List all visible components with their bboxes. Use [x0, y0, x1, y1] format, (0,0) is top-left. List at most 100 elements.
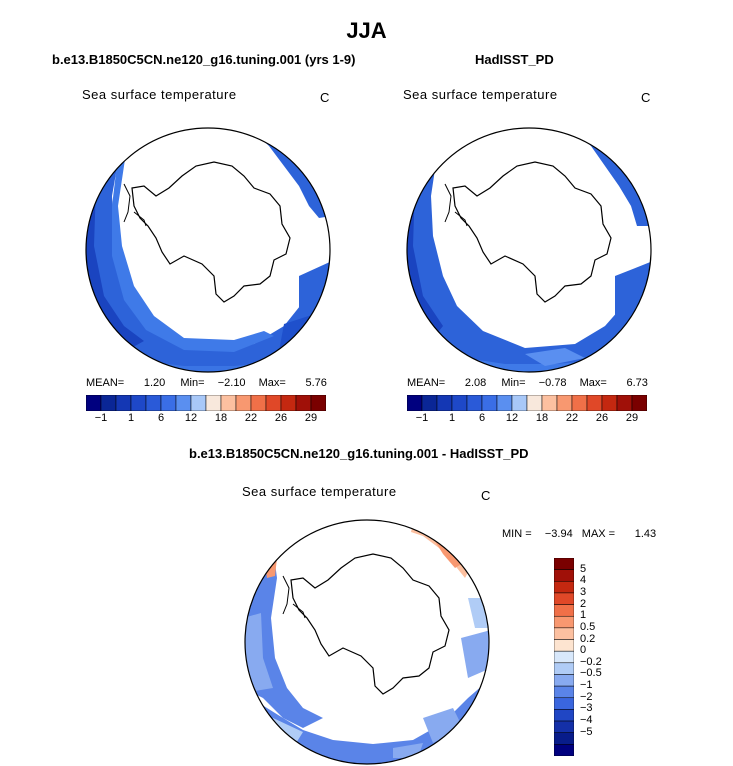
colorbar-swatch [571, 395, 588, 411]
colorbar-swatch [100, 395, 117, 411]
colorbar-swatch [526, 395, 543, 411]
colorbar-swatch [145, 395, 162, 411]
colorbar-swatch [586, 395, 603, 411]
colorbar-tick-label: −1 [580, 679, 593, 692]
colorbar-swatch [554, 732, 574, 745]
colorbar-swatch [250, 395, 267, 411]
colorbar-swatch [205, 395, 222, 411]
colorbar-swatch [554, 615, 574, 629]
colorbar-tick-label: 1 [580, 609, 587, 622]
colorbar-tick-label: 4 [580, 574, 587, 587]
colorbar-swatch [496, 395, 513, 411]
season-title: JJA [346, 18, 387, 43]
colorbar-tick-label: 18 [535, 412, 549, 424]
colorbar-tick-label: 29 [625, 412, 639, 424]
colorbar-tick-label: 0.2 [580, 632, 596, 645]
colorbar-swatch [541, 395, 558, 411]
colorbar-swatch [554, 674, 574, 687]
colorbar-swatch [554, 685, 574, 699]
colorbar-swatch [616, 395, 633, 411]
panel-1-stats: MEAN= 1.20 Min= −2.10 Max= 5.76 [86, 377, 327, 389]
colorbar-swatch [436, 395, 453, 411]
colorbar-tick-label: 26 [595, 412, 609, 424]
colorbar-swatch [421, 395, 438, 411]
colorbar-swatch [554, 569, 574, 582]
colorbar-tick-label: 6 [478, 412, 486, 424]
colorbar-swatch [115, 395, 132, 411]
panel-3-units: C [481, 488, 491, 503]
colorbar-tick-label: −0.2 [580, 655, 602, 668]
colorbar-tick-label: 0 [580, 644, 587, 657]
panel-2-map [406, 127, 652, 373]
panel-2-colorbar [407, 395, 647, 411]
colorbar-swatch [190, 395, 207, 411]
colorbar-swatch [220, 395, 237, 411]
colorbar-tick-label: 12 [184, 412, 198, 424]
panel-2-units: C [641, 90, 651, 105]
colorbar-tick-label: −1 [415, 412, 429, 424]
colorbar-swatch [451, 395, 468, 411]
colorbar-swatch [554, 744, 574, 756]
colorbar-swatch [86, 395, 102, 411]
colorbar-swatch [554, 627, 574, 640]
panel-1-map [85, 127, 331, 373]
colorbar-swatch [554, 709, 574, 722]
panel-1-title: b.e13.B1850C5CN.ne120_g16.tuning.001 (yr… [52, 52, 356, 67]
colorbar-swatch [554, 697, 574, 710]
colorbar-swatch [554, 639, 574, 652]
colorbar-swatch [265, 395, 282, 411]
colorbar-tick-label: 12 [505, 412, 519, 424]
colorbar-swatch [554, 662, 574, 675]
colorbar-tick-label: 5 [580, 562, 587, 575]
colorbar-swatch [280, 395, 297, 411]
colorbar-swatch [160, 395, 177, 411]
colorbar-tick-label: 2 [580, 597, 587, 610]
colorbar-swatch [554, 558, 574, 570]
colorbar-swatch [407, 395, 423, 411]
colorbar-tick-label: 0.5 [580, 620, 596, 633]
colorbar-tick-label: 22 [244, 412, 258, 424]
colorbar-tick-label: 1 [127, 412, 135, 424]
colorbar-tick-label: −2 [580, 690, 593, 703]
panel-3-title: b.e13.B1850C5CN.ne120_g16.tuning.001 - H… [189, 446, 529, 461]
panel-2-colorbar-ticks: −1 1 6 12 18 22 26 29 [407, 412, 647, 426]
colorbar-swatch [295, 395, 312, 411]
colorbar-tick-label: 6 [157, 412, 165, 424]
panel-1-variable: Sea surface temperature [82, 87, 237, 102]
panel-1-colorbar-ticks: −1 1 6 12 18 22 26 29 [86, 412, 326, 426]
colorbar-swatch [554, 592, 574, 605]
colorbar-swatch [481, 395, 498, 411]
colorbar-swatch [554, 604, 574, 617]
colorbar-swatch [235, 395, 252, 411]
panel-2-variable: Sea surface temperature [403, 87, 558, 102]
colorbar-tick-label: −5 [580, 725, 593, 738]
colorbar-tick-label: 22 [565, 412, 579, 424]
panel-3-map [244, 519, 490, 765]
panel-2-title: HadISST_PD [475, 52, 554, 67]
colorbar-swatch [130, 395, 147, 411]
colorbar-swatch [175, 395, 192, 411]
colorbar-swatch [631, 395, 647, 411]
colorbar-tick-label: −0.5 [580, 667, 602, 680]
colorbar-tick-label: 18 [214, 412, 228, 424]
colorbar-swatch [466, 395, 483, 411]
colorbar-tick-label: 3 [580, 585, 587, 598]
panel-1-colorbar [86, 395, 326, 411]
colorbar-tick-label: 1 [448, 412, 456, 424]
panel-1-units: C [320, 90, 330, 105]
colorbar-swatch [511, 395, 528, 411]
panel-3-colorbar-ticks: 5 4 3 2 1 0.5 0.2 0 −0.2 −0.5 −1 −2 −3 −4 −5 [580, 558, 620, 756]
colorbar-tick-label: 26 [274, 412, 288, 424]
colorbar-tick-label: −1 [94, 412, 108, 424]
colorbar-tick-label: −3 [580, 702, 593, 715]
colorbar-swatch [554, 650, 574, 664]
panel-2-stats: MEAN= 2.08 Min= −0.78 Max= 6.73 [407, 377, 648, 389]
colorbar-tick-label: −4 [580, 714, 593, 727]
panel-3-variable: Sea surface temperature [242, 484, 397, 499]
colorbar-tick-label: 29 [304, 412, 318, 424]
colorbar-swatch [601, 395, 618, 411]
panel-3-colorbar [554, 558, 574, 756]
panel-3-stats: MIN = −3.94 MAX = 1.43 [502, 528, 657, 540]
colorbar-swatch [554, 581, 574, 594]
colorbar-swatch [310, 395, 326, 411]
